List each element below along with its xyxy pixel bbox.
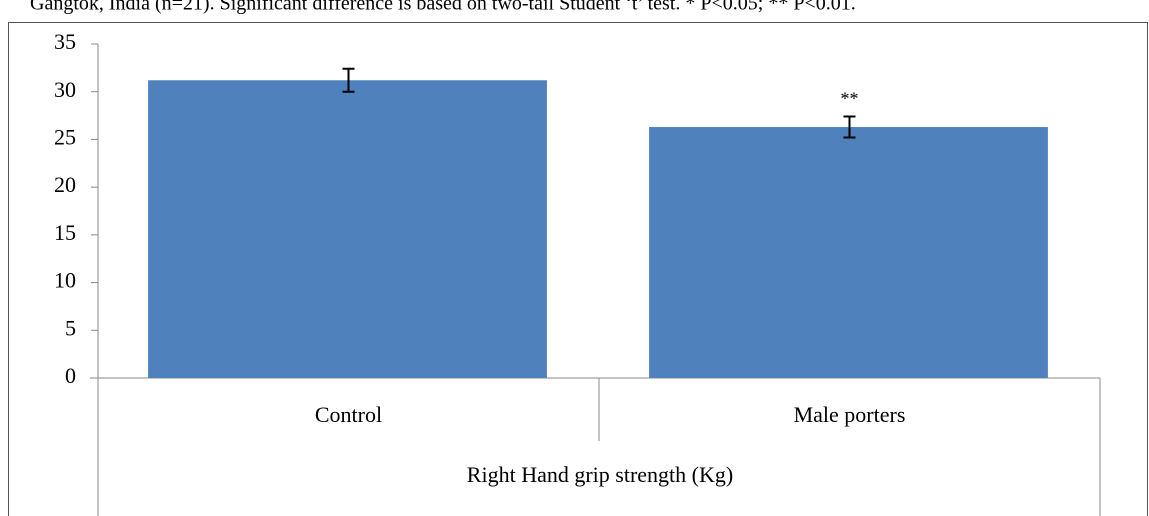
y-tick-label: 30 bbox=[54, 77, 76, 102]
chart-frame bbox=[8, 22, 1148, 516]
x-tick-label: Control bbox=[315, 402, 382, 427]
error-bar bbox=[843, 115, 856, 139]
y-tick-label: 10 bbox=[54, 268, 76, 293]
y-tick-label: 25 bbox=[54, 124, 76, 149]
y-tick-label: 0 bbox=[65, 363, 76, 388]
significance-label: ** bbox=[841, 89, 859, 109]
bar bbox=[148, 80, 547, 379]
error-bar bbox=[342, 67, 355, 93]
x-axis-title: Right Hand grip strength (Kg) bbox=[467, 462, 733, 487]
x-tick-label: Male porters bbox=[794, 402, 906, 427]
bar bbox=[649, 127, 1048, 378]
y-tick-label: 5 bbox=[65, 315, 76, 340]
caption: Gangtok, India (n=21). Significant diffe… bbox=[30, 0, 856, 15]
y-tick-label: 20 bbox=[54, 172, 76, 197]
y-tick-label: 15 bbox=[54, 220, 76, 245]
y-tick-label: 35 bbox=[54, 29, 76, 54]
